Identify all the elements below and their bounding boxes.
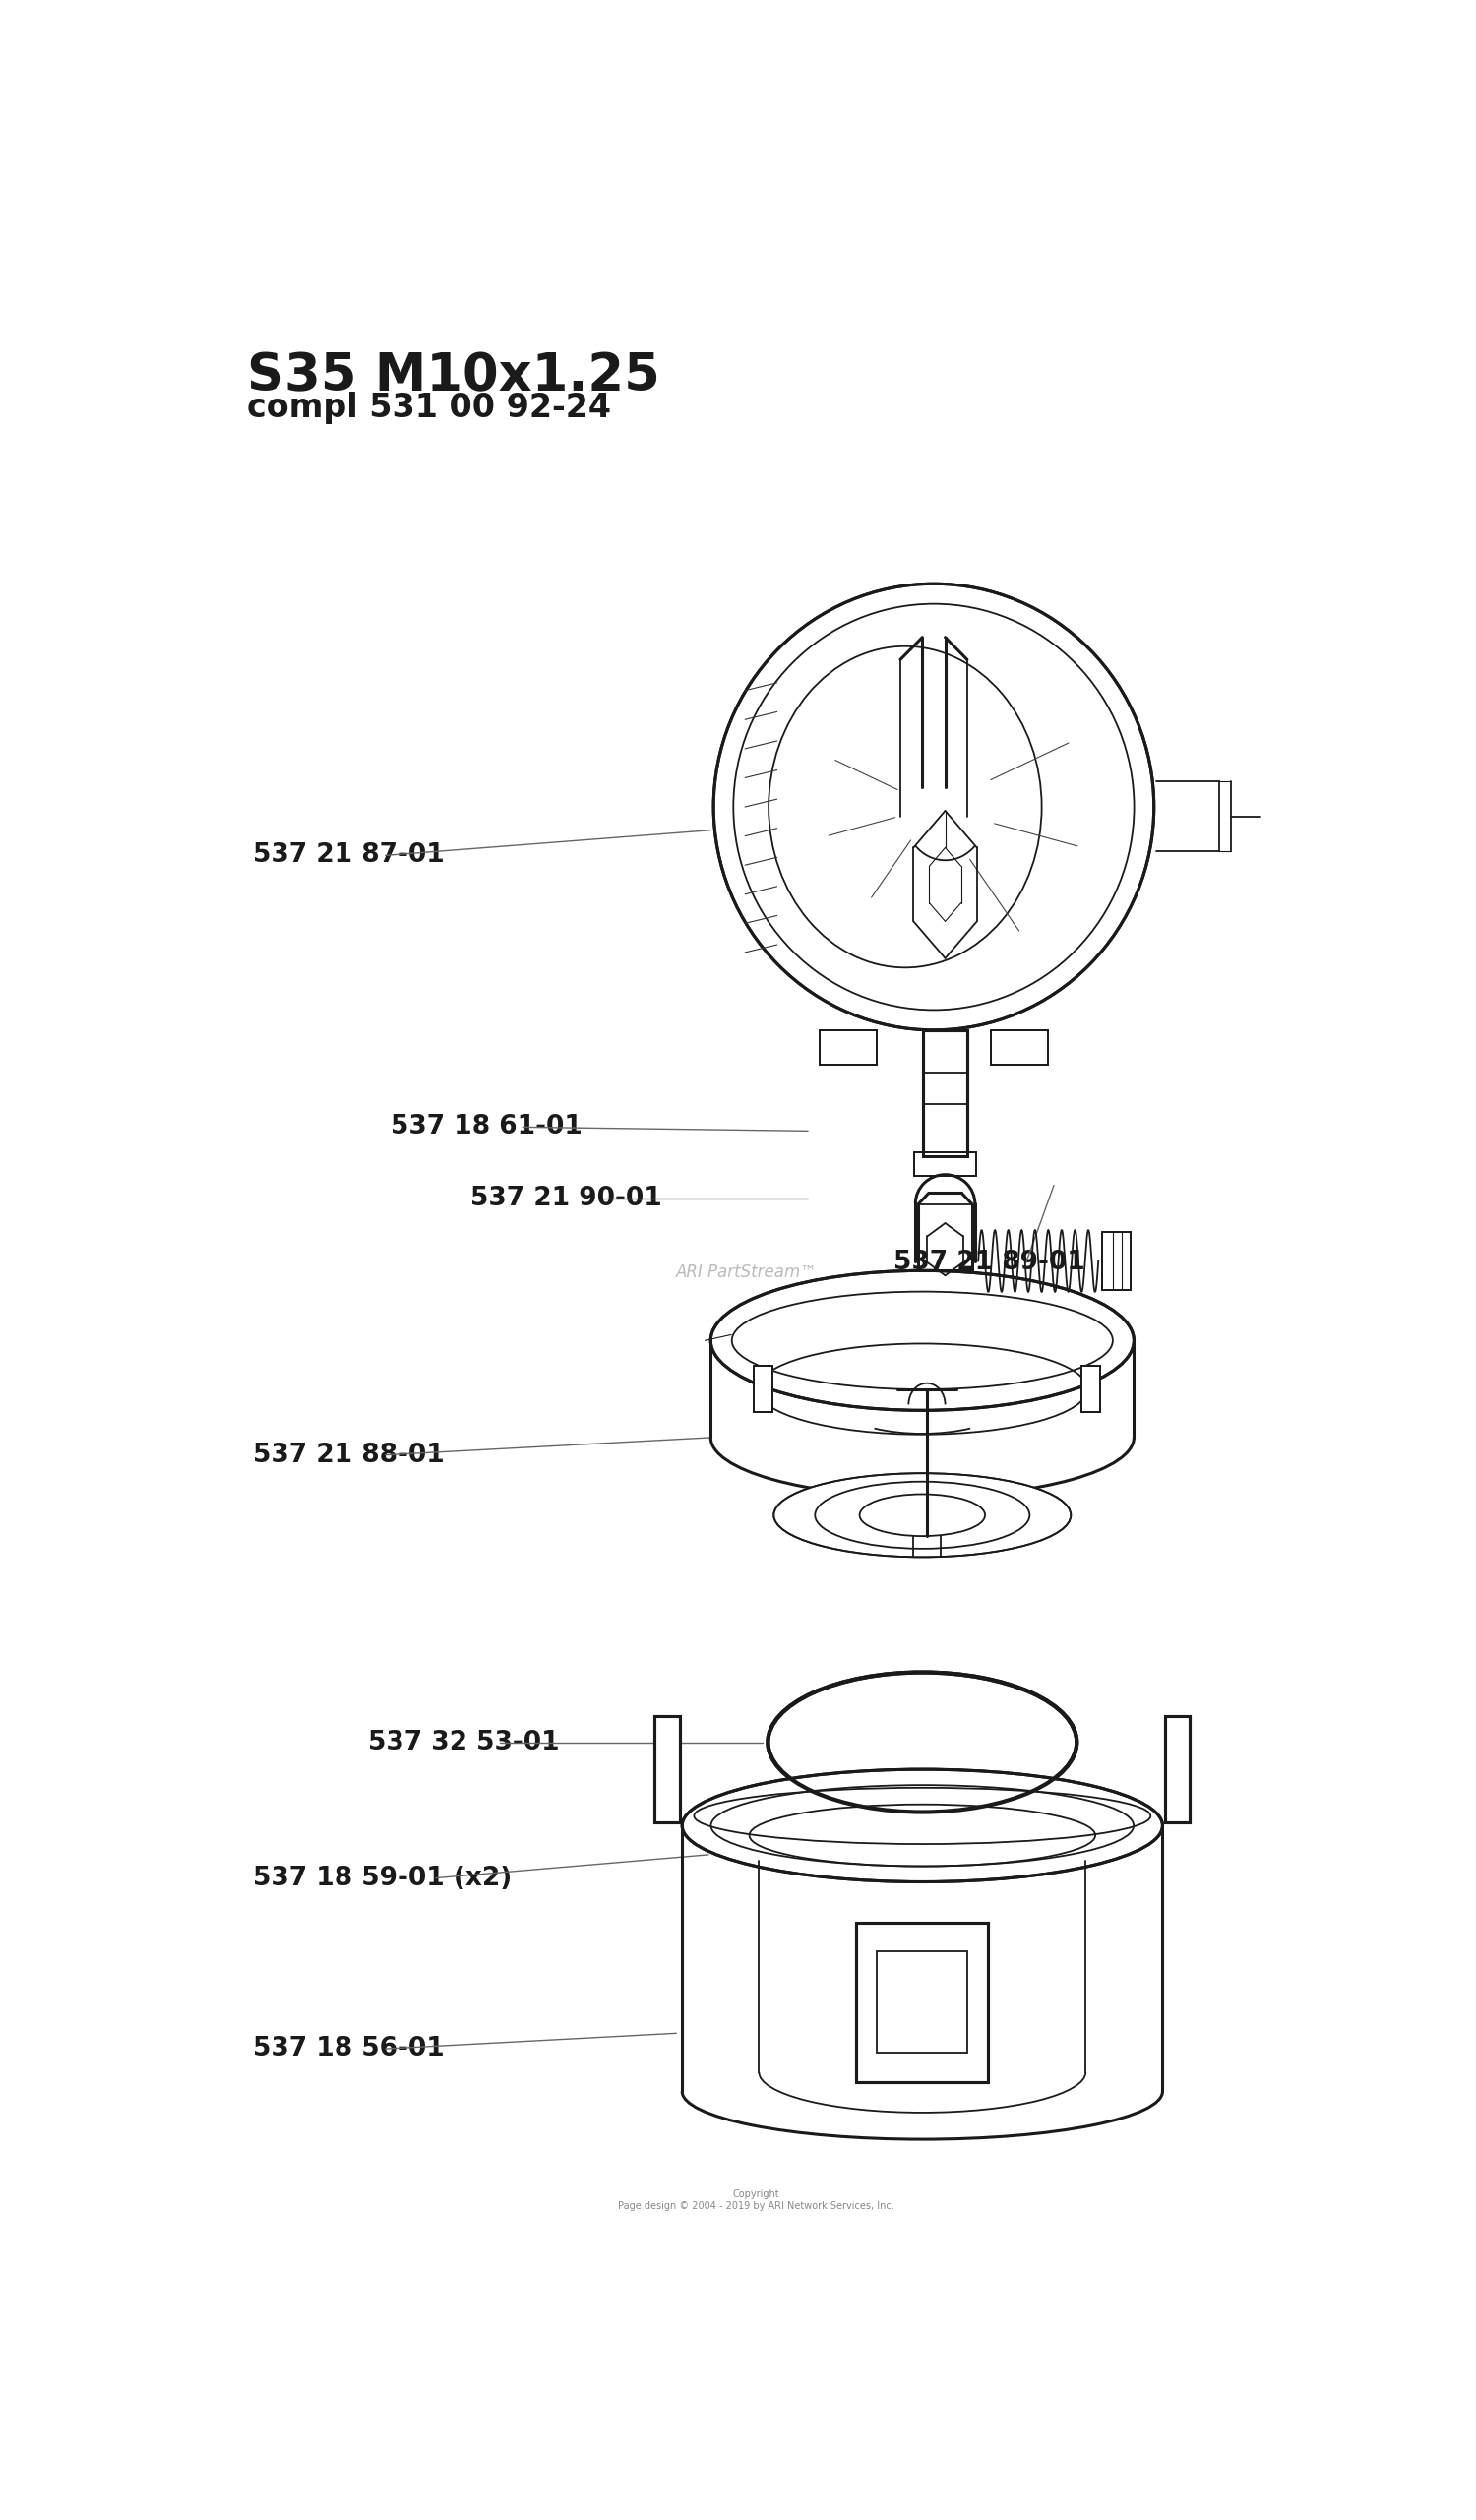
- Bar: [856, 1923, 987, 2082]
- Text: 537 18 56-01: 537 18 56-01: [254, 2036, 444, 2061]
- Text: 537 32 53-01: 537 32 53-01: [368, 1729, 559, 1754]
- Bar: [754, 1366, 772, 1411]
- Bar: [856, 1923, 987, 2082]
- Text: 537 21 90-01: 537 21 90-01: [471, 1187, 663, 1212]
- Bar: [877, 1950, 967, 2054]
- Ellipse shape: [713, 585, 1154, 1031]
- Ellipse shape: [711, 1270, 1134, 1411]
- Bar: [819, 1031, 877, 1066]
- Bar: [990, 1031, 1048, 1066]
- Text: compl 531 00 92-24: compl 531 00 92-24: [248, 391, 611, 423]
- Bar: [1165, 1716, 1190, 1822]
- Bar: [1082, 1366, 1100, 1411]
- Text: 537 18 59-01 (x2): 537 18 59-01 (x2): [254, 1865, 512, 1890]
- Bar: [924, 1031, 967, 1157]
- Text: ARI PartStream™: ARI PartStream™: [676, 1263, 818, 1283]
- Bar: [655, 1716, 680, 1822]
- Ellipse shape: [773, 1474, 1072, 1557]
- Bar: [990, 1031, 1048, 1066]
- Bar: [1082, 1366, 1100, 1411]
- Text: 537 21 89-01: 537 21 89-01: [893, 1250, 1085, 1275]
- Bar: [914, 1152, 976, 1174]
- Bar: [1101, 1232, 1131, 1290]
- Bar: [754, 1366, 772, 1411]
- Text: 537 18 61-01: 537 18 61-01: [390, 1114, 582, 1139]
- Text: 537 21 87-01: 537 21 87-01: [254, 842, 444, 869]
- Bar: [819, 1031, 877, 1066]
- Bar: [1165, 1716, 1190, 1822]
- Text: Copyright
Page design © 2004 - 2019 by ARI Network Services, Inc.: Copyright Page design © 2004 - 2019 by A…: [618, 2190, 894, 2210]
- Bar: [924, 1031, 967, 1157]
- Text: S35 M10x1.25: S35 M10x1.25: [248, 350, 660, 403]
- Bar: [914, 1152, 976, 1174]
- Bar: [655, 1716, 680, 1822]
- Bar: [1101, 1232, 1131, 1290]
- Ellipse shape: [768, 1673, 1076, 1812]
- Ellipse shape: [682, 1769, 1163, 1882]
- Text: 537 21 88-01: 537 21 88-01: [254, 1441, 444, 1467]
